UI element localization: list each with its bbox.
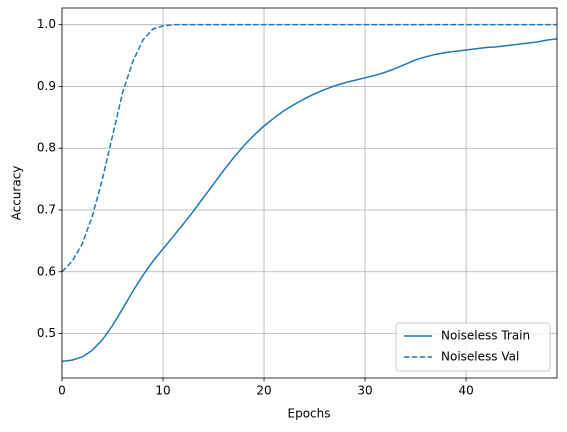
axes-frame xyxy=(61,7,558,379)
y-tick-label: 0.9 xyxy=(37,79,56,93)
y-tick-label: 0.7 xyxy=(37,202,56,216)
x-tick-label: 10 xyxy=(155,384,170,398)
x-tick-label: 40 xyxy=(458,384,473,398)
legend-label: Noiseless Val xyxy=(441,350,519,364)
legend-label: Noiseless Train xyxy=(441,329,530,343)
y-tick-label: 0.8 xyxy=(37,141,56,155)
legend: Noiseless Train Noiseless Val xyxy=(395,322,551,372)
y-tick-label: 0.6 xyxy=(37,264,56,278)
y-tick-label: 0.5 xyxy=(37,326,56,340)
line-series xyxy=(61,38,558,363)
x-tick-label: 0 xyxy=(58,384,66,398)
x-tick-label: 20 xyxy=(256,384,271,398)
line-series xyxy=(61,23,557,273)
x-tick-label: 30 xyxy=(357,384,372,398)
y-axis-label: Accuracy xyxy=(10,166,24,221)
y-tick-label: 1.0 xyxy=(37,17,56,31)
x-axis-label: Epochs xyxy=(288,407,331,421)
legend-box xyxy=(395,322,551,372)
